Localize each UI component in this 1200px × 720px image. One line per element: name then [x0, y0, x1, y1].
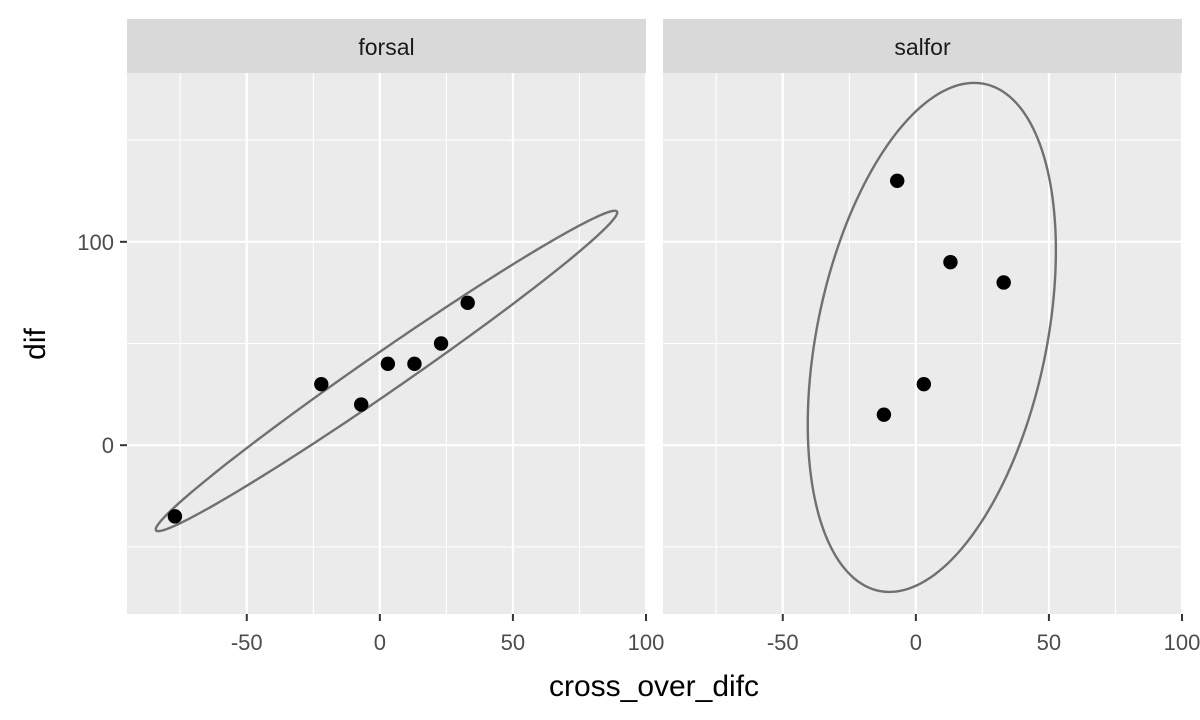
strip-background [127, 19, 646, 73]
data-point [996, 275, 1011, 290]
x-axis-forsal: -50 0 50 100 [231, 614, 664, 655]
x-tick-label: 0 [910, 630, 922, 655]
x-tick-label: -50 [231, 630, 263, 655]
x-axis-salfor: -50 0 50 100 [767, 614, 1200, 655]
x-axis-title: cross_over_difc [549, 670, 759, 703]
data-point [916, 376, 932, 392]
data-point [460, 295, 475, 311]
confidence-ellipse [154, 209, 619, 533]
panel-salfor: salfor [663, 19, 1182, 614]
strip-label: salfor [894, 34, 951, 60]
data-point [876, 407, 892, 422]
x-tick-label: -50 [767, 630, 799, 655]
x-tick-label: 100 [628, 630, 665, 655]
data-point [167, 509, 183, 524]
data-point [380, 356, 396, 372]
strip-background [663, 19, 1182, 73]
panels: forsal salfor [127, 19, 1182, 614]
x-tick-label: 50 [501, 630, 525, 655]
data-point [943, 254, 958, 270]
x-tick-label: 100 [1164, 630, 1200, 655]
x-axes: -50 0 50 100 -50 0 50 100 [231, 614, 1200, 655]
confidence-ellipse [806, 81, 1058, 594]
x-tick-label: 50 [1037, 630, 1061, 655]
panel-contents [127, 73, 646, 614]
data-point [407, 356, 422, 372]
x-tick-label: 0 [374, 630, 386, 655]
y-tick-label: 100 [77, 230, 114, 255]
data-point [890, 173, 905, 188]
panel-forsal: forsal [127, 19, 646, 614]
data-point [314, 376, 329, 392]
y-axis-title: dif [19, 327, 52, 359]
y-tick-label: 0 [102, 433, 114, 458]
data-point [433, 336, 449, 351]
data-point [354, 397, 369, 412]
y-axis: 0 100 [77, 230, 127, 458]
strip-label: forsal [358, 34, 414, 60]
panel-contents [663, 73, 1182, 614]
